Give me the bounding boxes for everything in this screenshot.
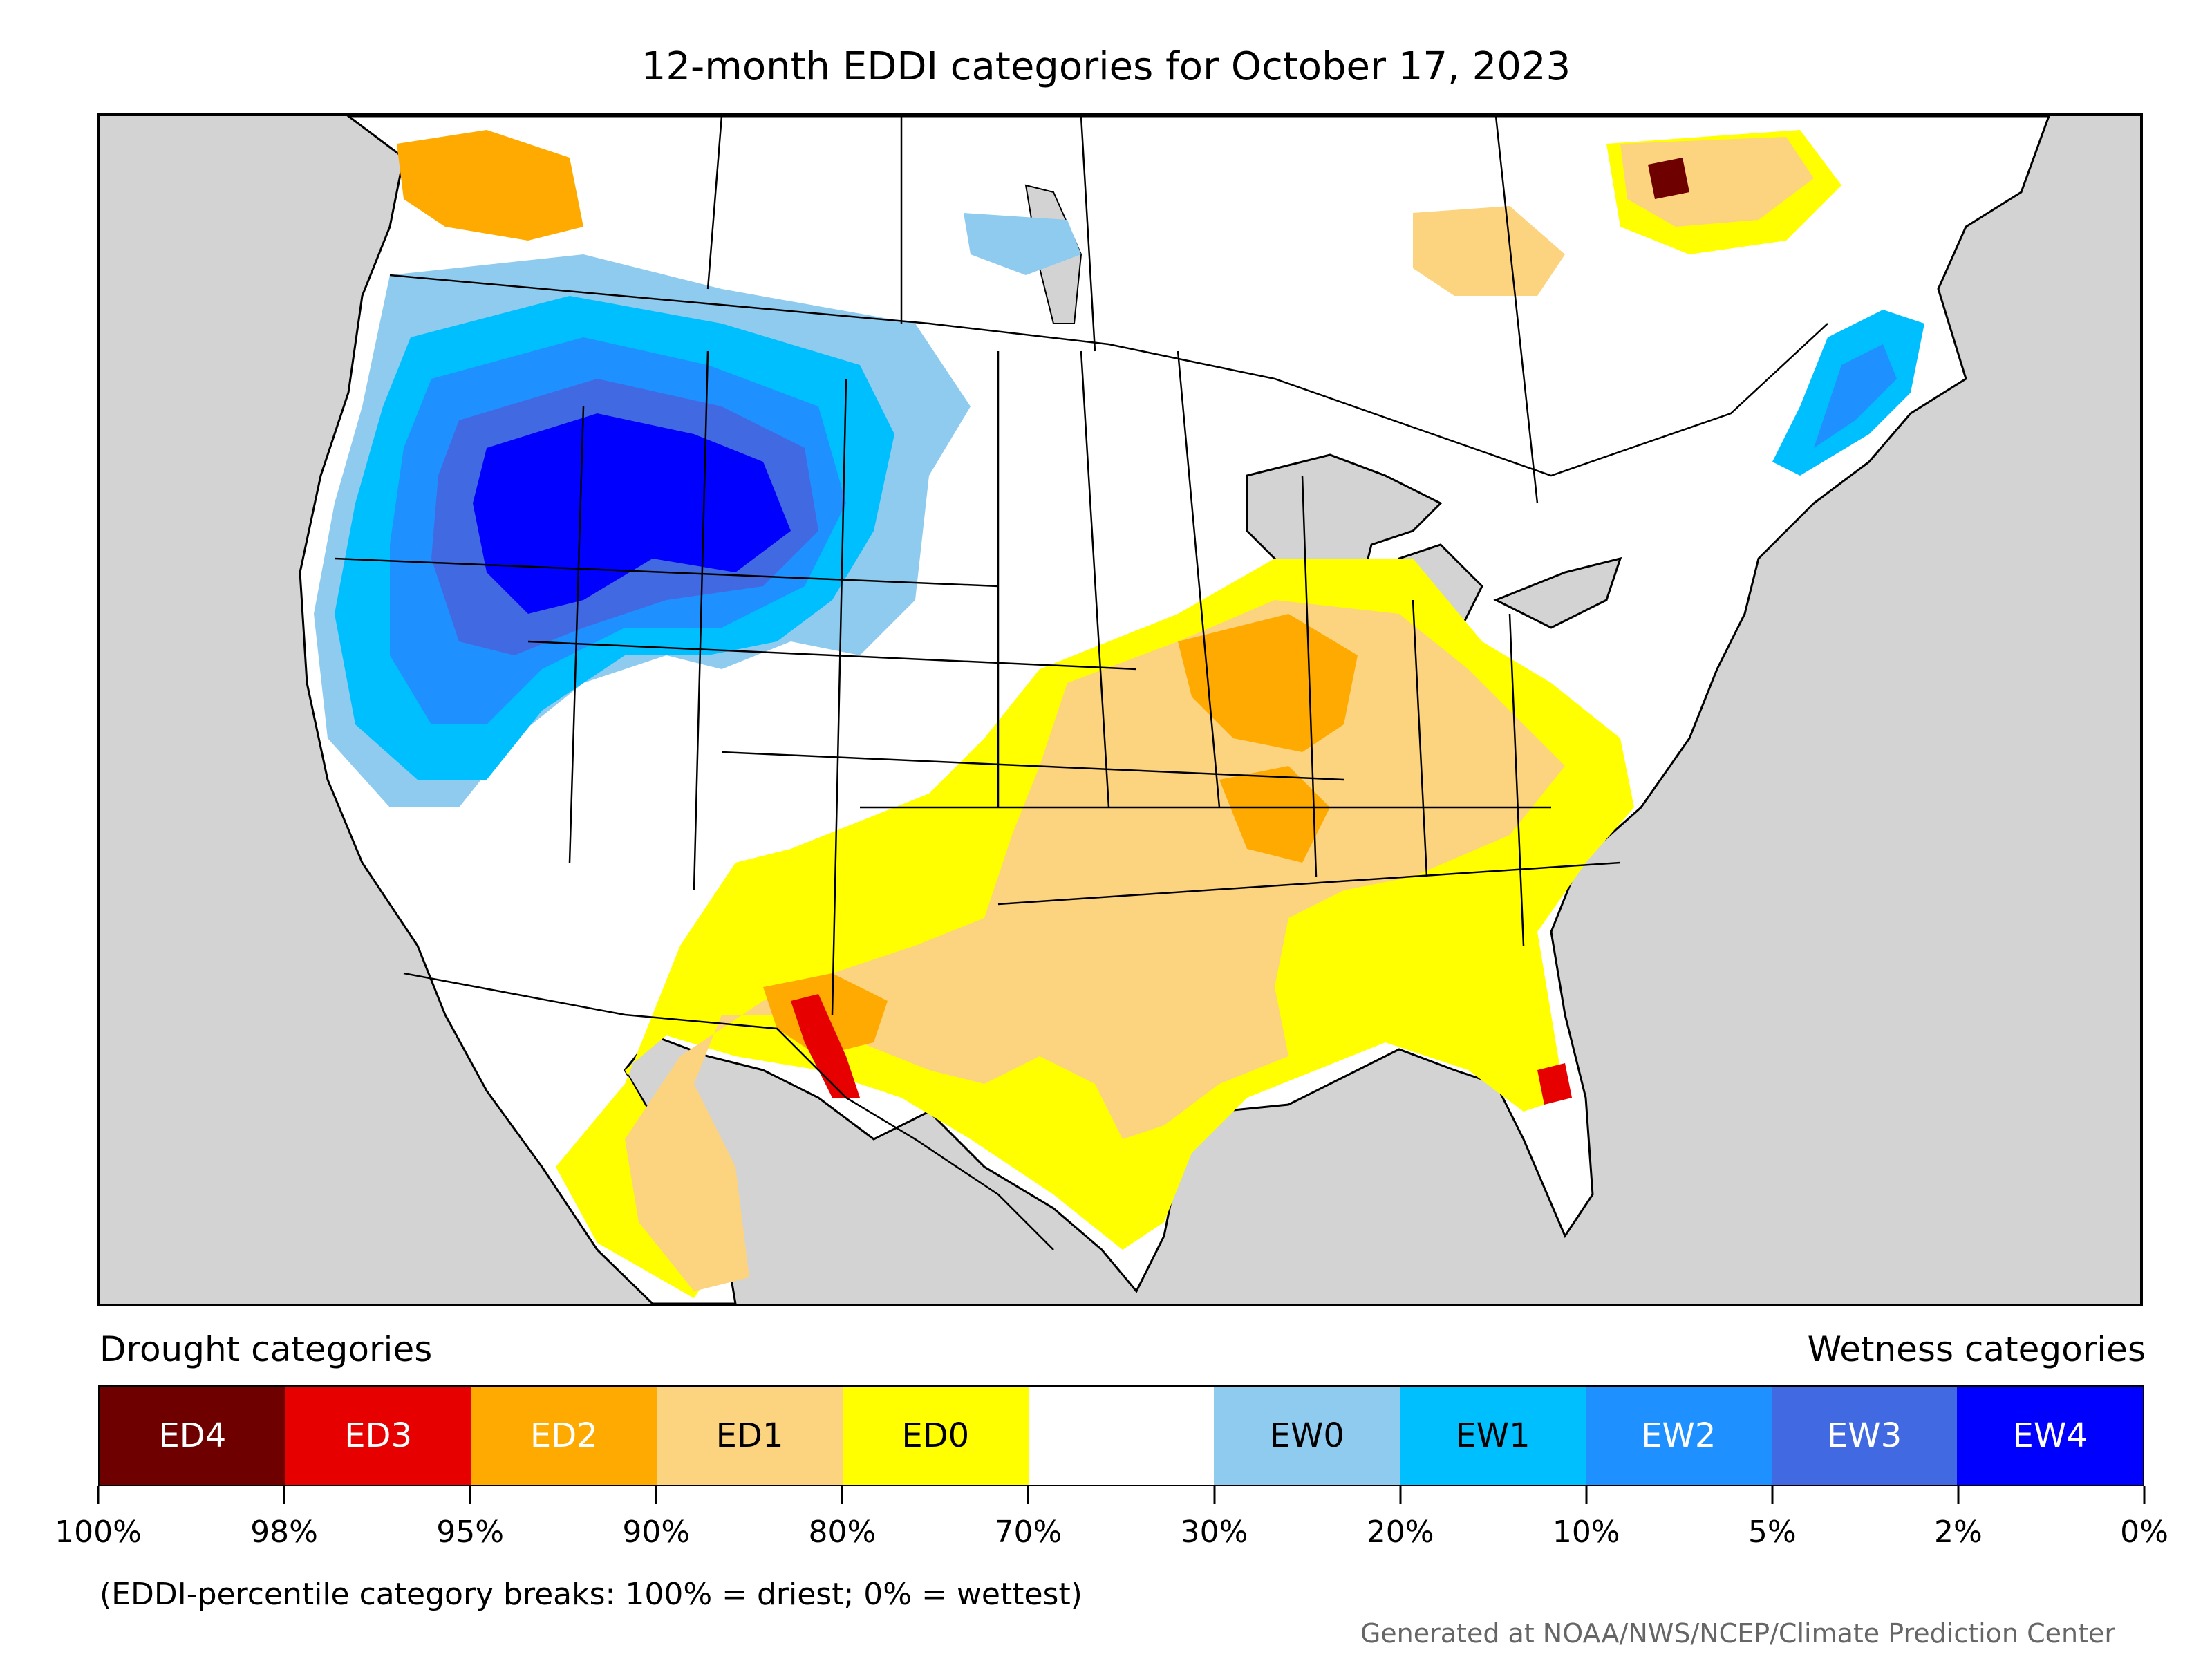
region-ed2-pacific-nw — [397, 130, 583, 241]
tick-label: 90% — [622, 1515, 691, 1550]
canada-province-lines — [706, 116, 1539, 504]
tick-label: 95% — [436, 1515, 505, 1550]
state-lines-horizontal — [334, 557, 1621, 906]
map-frame[interactable] — [97, 113, 2143, 1306]
region-ew0-manitoba — [964, 213, 1081, 275]
legend-swatch-ew0: EW0 — [1214, 1387, 1400, 1485]
tick-mark — [469, 1486, 471, 1504]
tick-mark — [1213, 1486, 1216, 1504]
tick-mark — [1771, 1486, 1774, 1504]
region-ed2-missouri — [1219, 766, 1330, 863]
region-ed4-quebec — [1648, 158, 1689, 199]
tick-mark — [2143, 1486, 2146, 1504]
region-ew4-great-basin — [473, 413, 791, 614]
tick-mark — [283, 1486, 285, 1504]
region-ed1-quebec — [1620, 137, 1814, 227]
tick-label: 10% — [1552, 1515, 1620, 1550]
credit-line: Generated at NOAA/NWS/NCEP/Climate Predi… — [1360, 1618, 2115, 1649]
tick-label: 80% — [808, 1515, 877, 1550]
tick-mark — [1399, 1486, 1402, 1504]
legend-swatch-normal — [1028, 1387, 1215, 1485]
tick-mark — [1957, 1486, 1960, 1504]
region-ed3-southwest — [791, 994, 860, 1098]
category-breaks-note: (EDDI-percentile category breaks: 100% =… — [100, 1577, 1082, 1612]
state-lines-vertical — [568, 350, 1525, 1015]
us-canada-border — [389, 274, 1828, 477]
legend-swatch-ew2: EW2 — [1585, 1387, 1772, 1485]
legend-swatch-ed1: ED1 — [657, 1387, 843, 1485]
tick-mark — [1585, 1486, 1588, 1504]
legend-swatch-ed0: ED0 — [842, 1387, 1029, 1485]
tick-label: 70% — [994, 1515, 1062, 1550]
tick-label: 2% — [1934, 1515, 1983, 1550]
region-ed2-iowa — [1178, 614, 1358, 752]
map-canvas — [100, 116, 2140, 1304]
tick-label: 0% — [2120, 1515, 2168, 1550]
us-mexico-border — [403, 972, 1054, 1250]
region-ed1-central — [625, 600, 1565, 1291]
legend-swatch-ew4: EW4 — [1957, 1387, 2144, 1485]
boundaries — [334, 116, 1828, 1250]
legend-swatch-ew1: EW1 — [1400, 1387, 1586, 1485]
legend-swatch-ed2: ED2 — [471, 1387, 657, 1485]
tick-mark — [97, 1486, 100, 1504]
tick-mark — [1027, 1486, 1029, 1504]
region-ed3-florida — [1537, 1063, 1572, 1105]
percentile-ticks: 100% 98% 95% 90% 80% 70% 30% 20% 10% 5% 2% 0% — [55, 1486, 2168, 1550]
region-ew3-northeast — [1814, 344, 1897, 448]
tick-label: 20% — [1366, 1515, 1434, 1550]
wetness-regions — [314, 213, 1924, 807]
map-title: 12-month EDDI categories for October 17,… — [641, 44, 1571, 89]
wetness-categories-heading: Wetness categories — [1807, 1329, 2146, 1369]
drought-regions — [397, 130, 1841, 1298]
tick-label: 5% — [1747, 1515, 1797, 1550]
drought-categories-heading: Drought categories — [100, 1329, 433, 1369]
legend-swatch-ew3: EW3 — [1771, 1387, 1958, 1485]
legend-swatch-ed4: ED4 — [100, 1387, 285, 1485]
tick-label: 100% — [55, 1515, 142, 1550]
tick-mark — [655, 1486, 657, 1504]
tick-label: 98% — [250, 1515, 318, 1550]
legend-swatch-ed3: ED3 — [285, 1387, 471, 1485]
tick-mark — [841, 1486, 843, 1504]
tick-label: 30% — [1180, 1515, 1248, 1550]
region-ed1-ontario — [1413, 206, 1565, 296]
category-colorbar: ED4 ED3 ED2 ED1 ED0 EW0 EW1 EW2 EW3 EW4 — [98, 1385, 2144, 1486]
